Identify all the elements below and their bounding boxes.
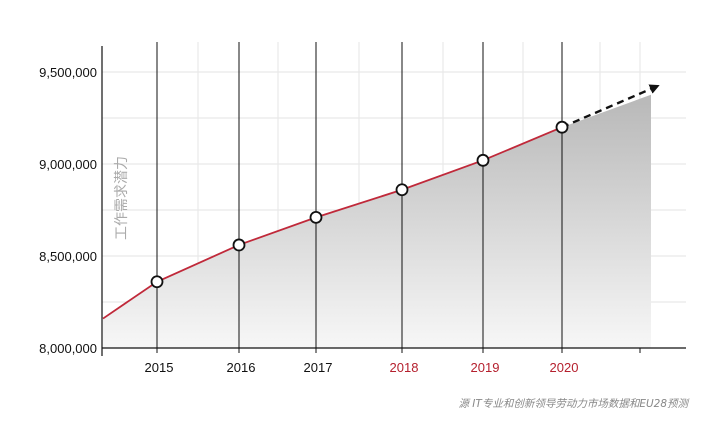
y-tick-label: 9,000,000 [39, 157, 97, 172]
x-tick-label: 2017 [304, 360, 333, 375]
data-point [232, 238, 246, 252]
x-tick-label: 2016 [227, 360, 256, 375]
y-axis-title: 工作需求潜力 [114, 156, 130, 240]
source-note: 源 IT专业和创新领导劳动力市场数据和EU28预测 [458, 398, 689, 410]
data-point [476, 153, 490, 167]
data-point [150, 275, 164, 289]
x-tick-label: 2018 [390, 360, 419, 375]
y-tick-label: 8,000,000 [39, 341, 97, 356]
data-point [309, 210, 323, 224]
y-tick-label: 8,500,000 [39, 249, 97, 264]
data-point [555, 120, 569, 134]
x-tick-label: 2019 [471, 360, 500, 375]
x-tick-label: 2015 [145, 360, 174, 375]
area-fill [103, 94, 651, 348]
y-tick-label: 9,500,000 [39, 65, 97, 80]
data-point [395, 183, 409, 197]
projection-arrow [561, 84, 660, 129]
x-tick-label: 2020 [550, 360, 579, 375]
